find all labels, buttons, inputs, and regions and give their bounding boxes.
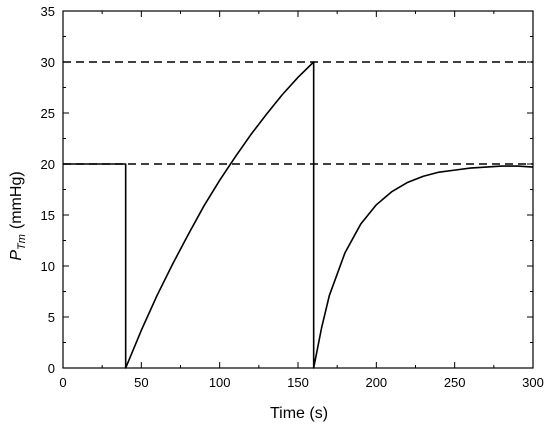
- tick-labels: 0 50 100 150 200 250 300 0 5 10 15 20 25 30 35: [41, 4, 544, 390]
- y-tick-label: 30: [41, 55, 55, 70]
- reference-lines: [63, 61, 533, 165]
- y-tick-label: 35: [41, 4, 55, 19]
- x-axis-title: Time (s): [270, 405, 328, 422]
- x-tick-label: 150: [287, 375, 309, 390]
- axis-ticks: [62, 10, 534, 369]
- x-tick-label: 250: [444, 375, 466, 390]
- y-axis-unit: (mmHg): [8, 171, 25, 229]
- y-tick-label: 5: [48, 310, 55, 325]
- x-tick-label: 50: [134, 375, 148, 390]
- y-axis-title: PTm (mmHg): [8, 171, 28, 260]
- y-tick-label: 15: [41, 208, 55, 223]
- y-tick-label: 0: [48, 361, 55, 376]
- x-tick-label: 0: [59, 375, 66, 390]
- y-tick-label: 10: [41, 259, 55, 274]
- series-line-0: [63, 61, 534, 369]
- plot-frame: [62, 10, 534, 369]
- y-tick-label: 25: [41, 106, 55, 121]
- series-lines: [63, 61, 534, 369]
- x-tick-label: 300: [522, 375, 544, 390]
- x-tick-label: 200: [365, 375, 387, 390]
- x-tick-label: 100: [209, 375, 231, 390]
- y-axis-symbol: P: [8, 250, 25, 261]
- y-axis-subscript: Tm: [16, 234, 28, 250]
- y-tick-label: 20: [41, 157, 55, 172]
